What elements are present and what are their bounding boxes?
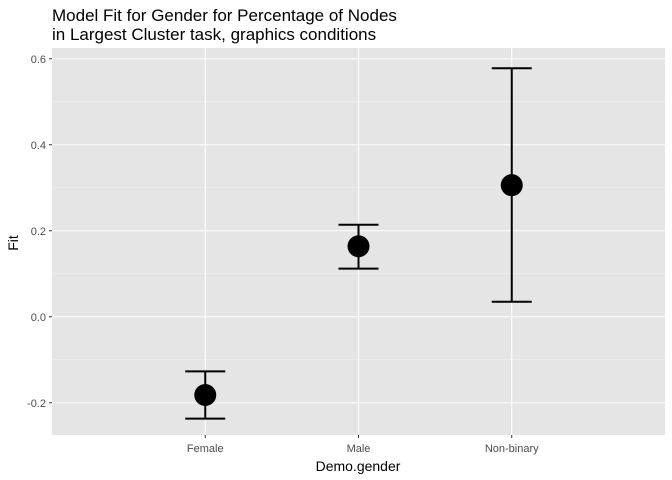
- y-axis: -0.2 0.0 0.2 0.4 0.6: [27, 54, 52, 410]
- x-tick-label: Male: [347, 443, 371, 455]
- x-tick-label: Non-binary: [485, 443, 539, 455]
- chart-title-line-2: in Largest Cluster task, graphics condit…: [52, 25, 376, 44]
- x-tick-label: Female: [187, 443, 224, 455]
- data-point: [500, 174, 523, 197]
- y-tick-label: 0.0: [31, 312, 46, 324]
- y-tick-label: 0.6: [31, 54, 46, 66]
- y-tick-label: 0.2: [31, 226, 46, 238]
- y-tick-label: -0.2: [27, 398, 46, 410]
- data-marks: [185, 67, 532, 420]
- y-tick-label: 0.4: [31, 140, 46, 152]
- y-axis-title: Fit: [5, 235, 21, 251]
- data-point: [347, 235, 370, 258]
- x-axis-title: Demo.gender: [316, 458, 401, 474]
- data-point: [194, 384, 217, 407]
- chart-title-line-1: Model Fit for Gender for Percentage of N…: [52, 6, 397, 25]
- x-axis: Female Male Non-binary: [187, 435, 539, 455]
